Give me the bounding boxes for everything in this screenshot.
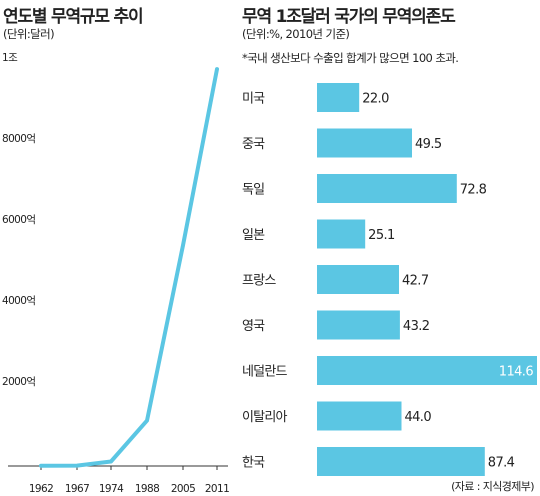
bar (317, 174, 457, 203)
data-point (39, 464, 43, 468)
value-label: 22.0 (362, 92, 389, 107)
y-tick-label: 8000억 (2, 133, 35, 145)
category-label: 일본 (242, 228, 265, 243)
bar (317, 219, 366, 249)
bar-chart-panel: 무역 1조달러 국가의 무역의존도 (단위:%, 2010년 기준) *국내 생… (232, 0, 540, 496)
y-tick-label: 4000억 (2, 295, 35, 307)
value-label: 25.1 (368, 228, 395, 243)
bar (317, 310, 400, 340)
data-point (181, 243, 185, 247)
value-label: 72.8 (460, 183, 487, 198)
category-label: 독일 (242, 183, 264, 198)
value-label: 42.7 (402, 274, 429, 289)
x-tick-label: 1962 (29, 483, 53, 495)
category-label: 미국 (242, 92, 265, 107)
category-label: 네덜란드 (242, 365, 287, 380)
value-label: 87.4 (488, 456, 515, 471)
x-tick-label: 2011 (205, 483, 229, 495)
y-tick-label: 6000억 (2, 214, 35, 226)
line-chart: 2000억 4000억 6000억 8000억 1조 1962 1967 1974 1988 20… (2, 52, 230, 495)
category-label: 프랑스 (242, 274, 276, 289)
source-note: (자료 : 지식경제부) (451, 480, 535, 493)
bar-chart-unit: (단위:%, 2010년 기준) (242, 27, 350, 41)
line-chart-title: 연도별 무역규모 추이 (3, 7, 144, 27)
data-point (75, 463, 79, 468)
bar (317, 265, 399, 294)
bar-chart-title: 무역 1조달러 국가의 무역의존도 (242, 7, 456, 27)
bar-chart-note: *국내 생산보다 수출입 합계가 많으면 100 초과. (242, 51, 459, 65)
x-tick-label: 1988 (135, 483, 159, 495)
category-label: 이탈리아 (242, 410, 287, 425)
line-chart-unit: (단위:달러) (3, 27, 55, 41)
x-tick-label: 1974 (99, 483, 124, 495)
category-label: 영국 (242, 319, 265, 334)
value-label: 43.2 (403, 319, 430, 334)
data-point (109, 459, 113, 464)
bar (317, 356, 537, 385)
x-tick-label: 2005 (171, 483, 195, 495)
x-tick-label: 1967 (65, 483, 89, 495)
data-point (145, 419, 149, 423)
value-label: 114.6 (499, 365, 534, 380)
value-label: 44.0 (404, 410, 431, 425)
y-tick-label: 1조 (2, 52, 18, 64)
data-point (215, 67, 219, 71)
bar (317, 401, 402, 431)
bar (317, 83, 360, 112)
trade-volume-line (39, 67, 219, 468)
bar (317, 128, 412, 158)
y-tick-label: 2000억 (2, 376, 35, 388)
category-label: 중국 (242, 137, 265, 152)
category-label: 한국 (242, 456, 265, 471)
bar (317, 447, 485, 476)
bar-chart: 미국 22.0 중국 49.5 독일 72.8 일본 25.1 프랑스 42.7 영국 43.2 네덜란… (242, 83, 537, 476)
value-label: 49.5 (415, 137, 442, 152)
line-chart-panel: 연도별 무역규모 추이 (단위:달러) 2000억 4000억 6000억 8000억… (0, 0, 232, 496)
